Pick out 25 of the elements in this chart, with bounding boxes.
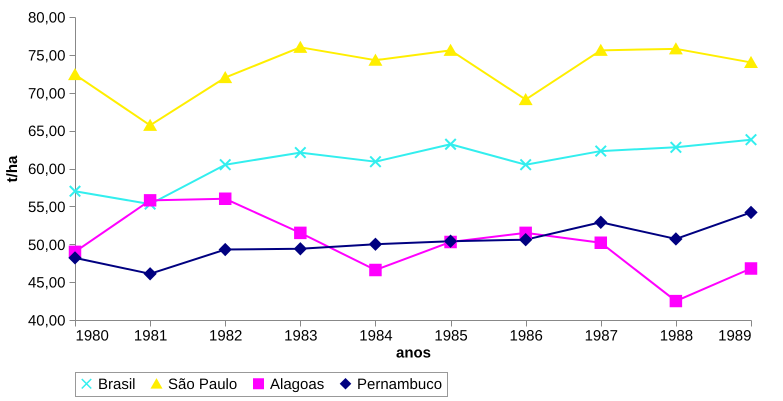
x-tick-label: 1980 [76, 328, 109, 344]
x-tick-label: 1984 [359, 328, 393, 344]
y-tick-label: 65,00 [28, 123, 66, 140]
legend-label: São Paulo [168, 376, 238, 393]
y-tick-label: 70,00 [28, 85, 66, 102]
x-axis-title: anos [396, 344, 432, 362]
y-tick-label: 80,00 [28, 10, 66, 26]
x-tick-label: 1987 [584, 328, 618, 344]
y-tick-label: 40,00 [28, 312, 66, 330]
x-tick-label: 1985 [434, 328, 468, 344]
y-tick-label: 75,00 [28, 47, 66, 64]
legend-label: Pernambuco [357, 376, 442, 393]
x-tick-label: 1982 [209, 328, 242, 344]
x-tick-label: 1989 [718, 328, 752, 344]
x-tick-label: 1988 [660, 328, 694, 344]
legend-label: Alagoas [270, 376, 324, 393]
x-tick-label: 1983 [284, 328, 318, 344]
y-axis-title: t/ha [4, 155, 21, 182]
y-tick-label: 60,00 [28, 161, 66, 178]
y-tick-label: 55,00 [28, 198, 66, 216]
y-tick-label: 45,00 [28, 274, 66, 292]
x-tick-label: 1986 [509, 328, 543, 344]
legend-label: Brasil [98, 376, 136, 393]
x-tick-label: 1981 [134, 328, 168, 344]
y-tick-label: 50,00 [28, 236, 66, 254]
